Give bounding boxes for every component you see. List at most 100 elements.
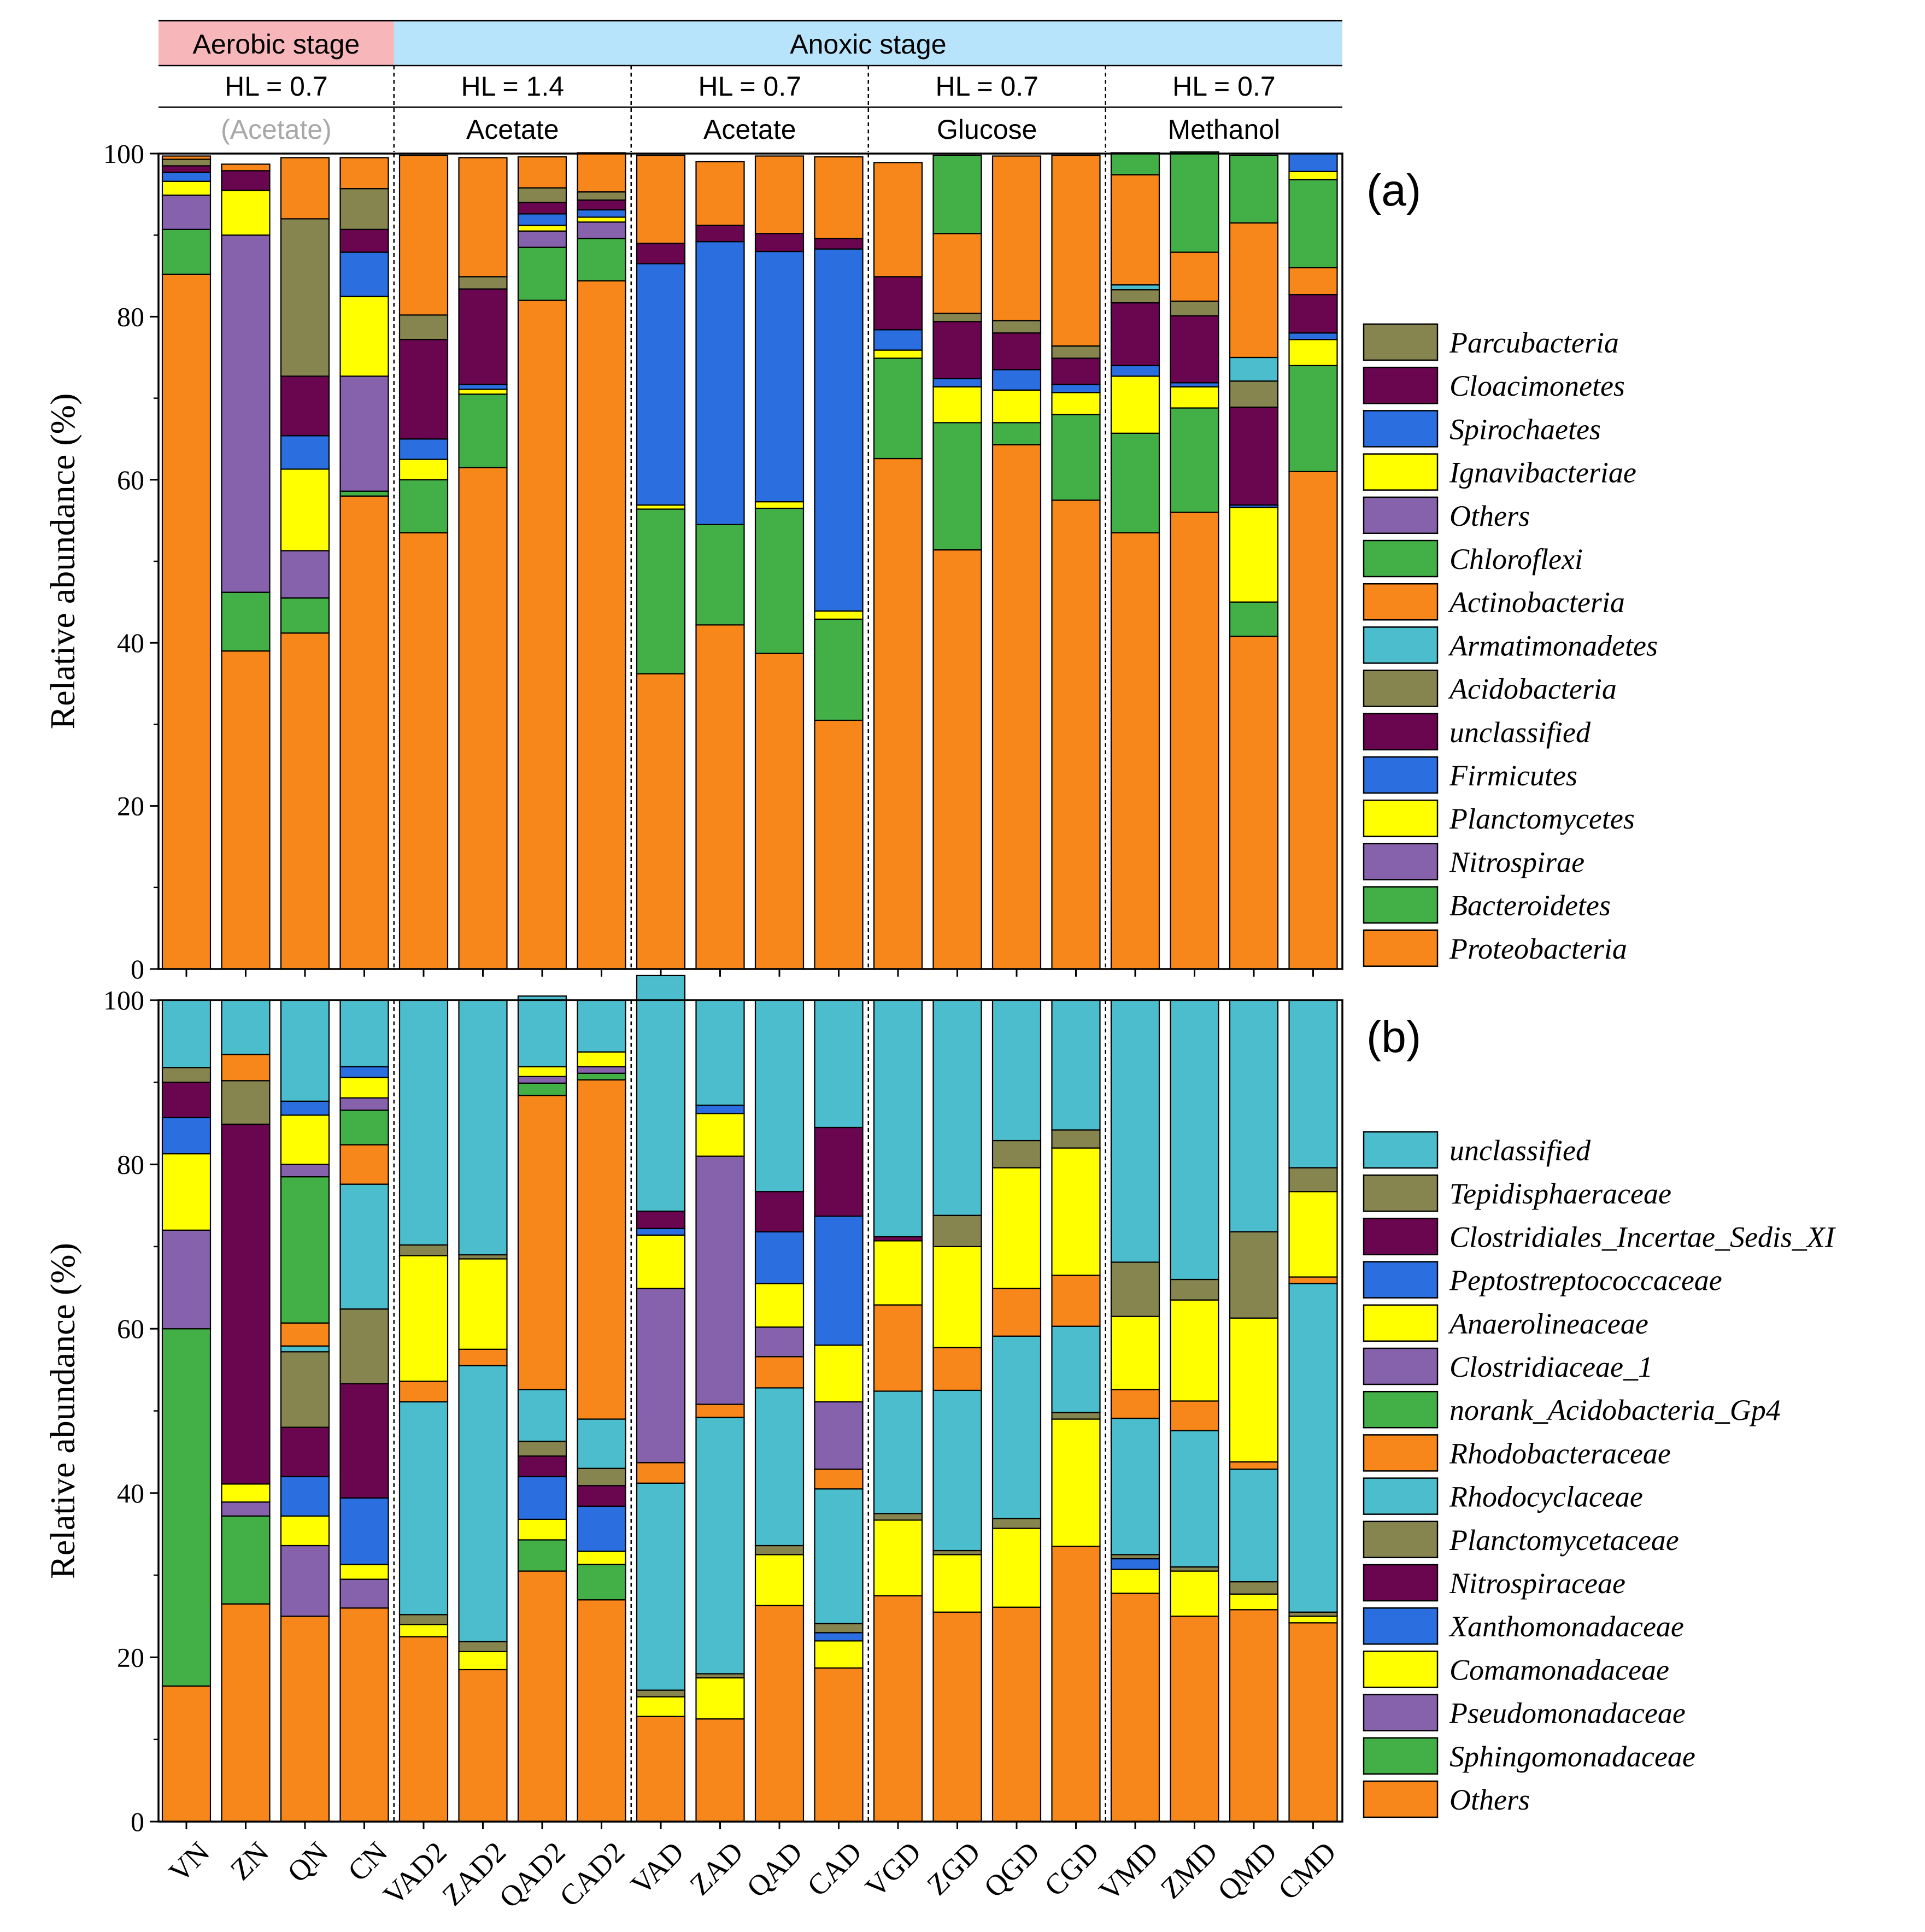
bar-segment-zmd-rhodobacteraceae: [1170, 1400, 1219, 1431]
bar-segment-qmd-bacteroidetes: [1229, 601, 1279, 637]
legend-label-clostridiaceae-1: Clostridiaceae_1: [1449, 1350, 1653, 1383]
legend-label-xanthomonadaceae: Xanthomonadaceae: [1448, 1610, 1684, 1643]
bar-segment-zn-unclassified: [221, 170, 271, 191]
bar-segment-vgd-planctomycetes: [873, 349, 923, 359]
bar-segment-qmd-rhodobacteraceae: [1229, 1461, 1279, 1470]
bar-segment-vgd-planctomycetaceae: [873, 1513, 923, 1521]
bar-segment-qn-others: [280, 1616, 330, 1823]
bar-segment-vn-proteobacteria: [161, 273, 212, 970]
legend-swatch-actinobacteria: [1363, 583, 1439, 621]
legend-swatch-clostridiaceae-1: [1363, 1347, 1439, 1385]
bar-segment-zgd-proteobacteria: [932, 549, 982, 970]
bar-segment-cad2-bacteroidetes: [577, 238, 626, 281]
bar-segment-qad-rhodocyclaceae: [754, 1387, 805, 1547]
bar-segment-zad2-rhodocyclaceae: [458, 1365, 508, 1642]
bar-segment-qmd-unclassified: [1229, 999, 1279, 1232]
bar-segment-zgd-tepidisphaeraceae: [932, 1214, 982, 1247]
bar-segment-vn-bacteroidetes: [161, 228, 212, 275]
bar-segment-zad2-acidobacteria: [458, 276, 508, 290]
bar-segment-vmd-comamonadaceae: [1110, 1569, 1160, 1594]
legend-swatch-clostridiales-incertae-sedis-xi: [1363, 1218, 1439, 1255]
bar-segment-cgd-others: [1051, 1546, 1101, 1823]
group-substrate-label-0: (Acetate): [221, 114, 332, 145]
legend-label-acidobacteria: Acidobacteria: [1448, 673, 1617, 706]
bar-segment-qad2-norank-acidobacteria-gp4: [517, 1082, 567, 1096]
bar-segment-qad-others: [754, 1605, 805, 1823]
legend-swatch-unclassified: [1363, 1131, 1439, 1169]
bar-segment-cmd-firmicutes: [1288, 332, 1338, 340]
group-substrate-label-3: Glucose: [937, 114, 1037, 145]
bar-segment-zgd-actinobacteria: [932, 233, 982, 314]
legend-swatch-parcubacteria: [1363, 323, 1439, 361]
bar-segment-vad2-bacteroidetes: [398, 479, 449, 533]
bar-segment-qad-unclassified: [754, 999, 805, 1193]
legend-swatch-rhodobacteraceae: [1363, 1434, 1439, 1472]
legend-swatch-xanthomonadaceae: [1363, 1607, 1439, 1645]
legend-label-nitrospiraceae: Nitrospiraceae: [1449, 1567, 1625, 1600]
bar-segment-zad2-anaerolineaceae: [458, 1258, 508, 1350]
bar-segment-qad-actinobacteria: [754, 155, 805, 234]
legend-label-tepidisphaeraceae: Tepidisphaeraceae: [1449, 1177, 1671, 1210]
bar-segment-cn-unclassified: [339, 999, 389, 1067]
bar-segment-cad2-clostridiaceae-1: [577, 1066, 626, 1074]
bar-segment-vmd-others: [1110, 1593, 1160, 1823]
bar-segment-vgd-bacteroidetes: [873, 357, 923, 460]
bar-segment-cmd-unclassified: [1288, 999, 1338, 1168]
bar-segment-vmd-chloroflexi: [1110, 152, 1160, 175]
bar-segment-vad-clostridiales-incertae-sedis-xi: [636, 1211, 686, 1229]
x-axis-sample-labels: VN ZN QN CNVAD2ZAD2QAD2CAD2VADZADQADCADVGDZ…: [162, 1835, 1342, 1914]
legend-swatch-nitrospirae: [1363, 843, 1439, 880]
bar-segment-qn-xanthomonadaceae: [280, 1476, 330, 1517]
x-tick-label-vgd: VGD: [859, 1835, 927, 1904]
bar-segment-qn-pseudomonadaceae: [280, 1545, 330, 1617]
y-tick-label-80: 80: [117, 301, 144, 332]
legend-label-norank-acidobacteria-gp4: norank_Acidobacteria_Gp4: [1449, 1394, 1781, 1426]
bar-segment-cmd-tepidisphaeraceae: [1288, 1167, 1338, 1193]
legend-swatch-norank-acidobacteria-gp4: [1363, 1390, 1439, 1429]
bar-segment-vad-rhodobacteraceae: [636, 1462, 686, 1484]
bar-segment-qn-nitrospiraceae: [280, 1426, 330, 1477]
bar-segment-qad-clostridiales-incertae-sedis-xi: [754, 1191, 805, 1232]
bar-segment-qad2-unclassified: [517, 995, 567, 1067]
bar-segment-cad-peptostreptococcaceae: [814, 1215, 864, 1346]
bar-segment-vmd-tepidisphaeraceae: [1110, 1261, 1160, 1317]
x-tick-label-zmd: ZMD: [1154, 1835, 1224, 1905]
bar-segment-cn-nitrospirae: [339, 375, 389, 492]
bar-segment-zgd-chloroflexi: [932, 154, 982, 234]
bar-segment-qad2-clostridiaceae-1: [517, 1076, 567, 1084]
bar-segment-qad2-anaerolineaceae: [517, 1066, 567, 1077]
bar-segment-zmd-planctomycetaceae: [1170, 1566, 1219, 1572]
legend-label-bacteroidetes: Bacteroidetes: [1449, 889, 1611, 922]
bar-segment-qn-nitrospirae: [280, 550, 330, 599]
legend-label-unclassified: unclassified: [1449, 716, 1591, 749]
bar-segment-vn-unclassified: [161, 999, 212, 1068]
bar-segment-cn-nitrospiraceae: [339, 1383, 389, 1499]
bar-segment-vgd-others: [873, 1595, 923, 1823]
bar-segment-qad-rhodobacteraceae: [754, 1356, 805, 1389]
legend-swatch-firmicutes: [1363, 756, 1439, 794]
bar-segment-cad-rhodocyclaceae: [814, 1488, 864, 1624]
bar-segment-cad2-xanthomonadaceae: [577, 1505, 626, 1552]
legend-swatch-ignavibacteriae: [1363, 453, 1439, 491]
bar-segment-cad-unclassified: [814, 999, 864, 1129]
bar-segment-zad-firmicutes: [695, 241, 745, 525]
bar-segment-vn-others: [161, 1685, 212, 1823]
bar-segment-qn-rhodocyclaceae: [280, 1345, 330, 1353]
bar-segment-cn-firmicutes: [339, 251, 389, 297]
bar-segment-vad-peptostreptococcaceae: [636, 1228, 686, 1236]
bar-segment-zgd-unclassified: [932, 999, 982, 1216]
group-hl-label-0: HL = 0.7: [225, 71, 328, 102]
bar-segment-zad2-bacteroidetes: [458, 394, 508, 468]
bar-segment-zmd-proteobacteria: [1170, 512, 1219, 970]
bar-segment-zad2-actinobacteria: [458, 157, 508, 278]
bar-segment-zn-comamonadaceae: [221, 1483, 271, 1503]
bar-segment-qgd-rhodobacteraceae: [991, 1288, 1042, 1337]
bar-segment-cn-rhodocyclaceae: [339, 1183, 389, 1310]
bar-segment-vad2-planctomycetaceae: [398, 1614, 449, 1625]
bar-segment-qmd-chloroflexi: [1229, 154, 1279, 224]
bar-segment-zad-unclassified: [695, 999, 745, 1106]
bar-segment-zgd-planctomycetaceae: [932, 1549, 982, 1555]
bar-segment-vad2-anaerolineaceae: [398, 1255, 449, 1382]
bar-segment-zgd-comamonadaceae: [932, 1554, 982, 1613]
bar-segment-cgd-unclassified: [1051, 357, 1101, 385]
